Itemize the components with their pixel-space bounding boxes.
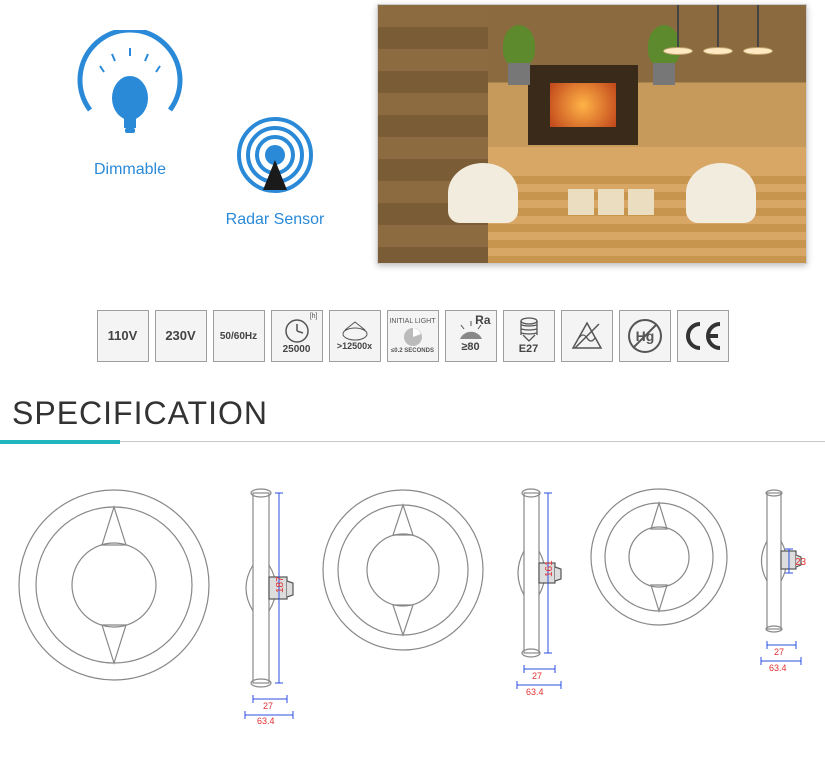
- pie-icon: [402, 326, 424, 348]
- svg-text:23: 23: [795, 557, 807, 568]
- svg-text:27: 27: [774, 647, 784, 657]
- badge-sub: [h]: [310, 313, 318, 321]
- badge-sub: Ra: [475, 314, 490, 327]
- badge-230v: 230V: [155, 310, 207, 362]
- badge-sub: INITIAL LIGHT: [389, 318, 435, 326]
- screw-base-icon: [519, 317, 539, 343]
- radar-sensor-icon: [225, 110, 325, 200]
- badge-text: 50/60Hz: [220, 331, 257, 342]
- badge-ce: [677, 310, 729, 362]
- drawing-large-front: [14, 485, 214, 700]
- badge-text: 230V: [165, 329, 195, 343]
- feature-dimmable: Dimmable: [60, 30, 200, 179]
- svg-text:161: 161: [544, 560, 555, 577]
- badge-text: >12500x: [337, 342, 372, 352]
- room-scene-image: [377, 4, 807, 264]
- badge-text: E27: [519, 343, 539, 355]
- badge-text: ≥80: [461, 341, 479, 353]
- ce-icon: [682, 320, 724, 352]
- badge-ra: Ra ≥80: [445, 310, 497, 362]
- dimmable-icon: [70, 30, 190, 150]
- svg-text:63.4: 63.4: [526, 687, 544, 697]
- clock-icon: [284, 318, 310, 344]
- svg-text:187: 187: [275, 576, 286, 593]
- badge-mercury-free: Hg: [619, 310, 671, 362]
- drawing-medium-side: 161 27 63.4: [504, 485, 570, 710]
- section-divider: [0, 440, 825, 444]
- drawing-large-side: 187 27 63.4: [231, 485, 301, 730]
- badge-base: E27: [503, 310, 555, 362]
- badge-lifetime: [h] 25000: [271, 310, 323, 362]
- badge-switch-cycles: >12500x: [329, 310, 381, 362]
- certification-badges: 110V 230V 50/60Hz [h] 25000 >12500x INIT…: [0, 310, 825, 362]
- badge-text: 25000: [283, 344, 311, 355]
- feature-radar: Radar Sensor: [210, 110, 340, 229]
- triangle-cross-icon: [569, 318, 605, 354]
- badge-text: 110V: [108, 329, 138, 343]
- section-title: SPECIFICATION: [12, 395, 268, 432]
- feature-dimmable-label: Dimmable: [60, 161, 200, 179]
- badge-text: ≤0.2 SECONDS: [391, 348, 434, 355]
- drawing-small-side: 23 27 63.4: [749, 485, 811, 690]
- badge-110v: 110V: [97, 310, 149, 362]
- top-row: Dimmable Radar Sensor: [0, 0, 825, 270]
- svg-text:27: 27: [263, 701, 273, 711]
- feature-radar-label: Radar Sensor: [210, 211, 340, 229]
- drawing-small-front: [587, 485, 732, 645]
- svg-text:27: 27: [532, 671, 542, 681]
- svg-text:63.4: 63.4: [257, 716, 275, 725]
- hg-circle-icon: Hg: [625, 316, 665, 356]
- badge-no-flicker: [561, 310, 613, 362]
- badge-frequency: 50/60Hz: [213, 310, 265, 362]
- badge-initial-light: INITIAL LIGHT ≤0.2 SECONDS: [387, 310, 439, 362]
- drawing-medium-front: [318, 485, 488, 670]
- svg-text:63.4: 63.4: [769, 663, 787, 673]
- technical-drawings: 187 27 63.4 161 27 63.4: [0, 485, 825, 745]
- switch-icon: [341, 320, 369, 342]
